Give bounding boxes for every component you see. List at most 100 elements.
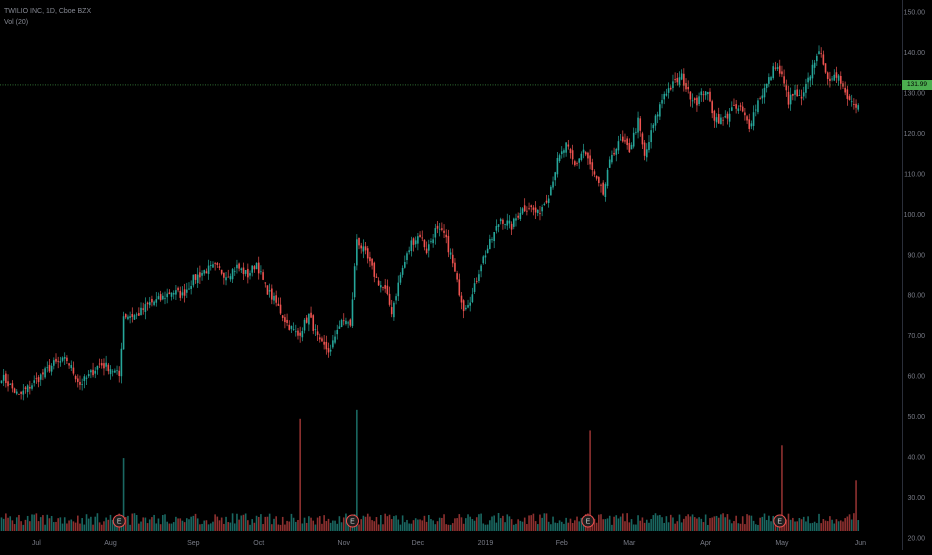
volume-bar [765, 520, 768, 531]
candle-body [310, 312, 312, 318]
volume-bar [83, 524, 86, 531]
price-tick-label: 50.00 [907, 414, 925, 421]
candle-body [81, 383, 83, 385]
candle-body [133, 315, 136, 320]
time-tick-label: May [775, 540, 789, 547]
time-axis[interactable]: Jul Aug Sep Oct Nov Dec 2019 Feb Mar Apr May Jun [32, 540, 866, 547]
candle-body [20, 391, 22, 394]
volume-bar [242, 514, 245, 531]
earnings-marker-icon [345, 514, 359, 528]
candle-body [231, 269, 234, 280]
volume-bar [395, 515, 397, 531]
volume-bar [146, 523, 149, 531]
candle-body [615, 149, 618, 155]
volume-bar [582, 524, 585, 531]
volume-bar [639, 520, 642, 531]
volume-bar [600, 514, 602, 531]
candle-body [822, 54, 825, 65]
candle-body [140, 307, 142, 316]
volume-bar [850, 519, 853, 531]
volume-bar [273, 518, 275, 531]
volume-bar [238, 519, 240, 531]
volume-bar [495, 522, 498, 531]
volume-indicator-label[interactable]: Vol (20) [4, 19, 29, 26]
volume-bar [188, 519, 190, 531]
volume-bar [253, 522, 256, 531]
volume-bar [576, 516, 578, 531]
volume-bars [0, 409, 860, 531]
volume-bar [844, 518, 846, 531]
candle-body [778, 65, 781, 74]
candle-body [408, 250, 410, 253]
candle-body [170, 292, 173, 297]
candle-body [833, 74, 836, 81]
candle-body [765, 83, 768, 89]
volume-bar [90, 516, 92, 531]
volume-bar [641, 517, 644, 531]
candle-body [384, 285, 386, 289]
candle-body [748, 119, 751, 129]
volume-bar [366, 513, 369, 531]
volume-bar [449, 524, 452, 531]
time-tick-label: Sep [187, 540, 200, 547]
candle-body [809, 76, 812, 81]
candle-body [735, 104, 737, 109]
volume-bar [103, 521, 105, 531]
chart-legend: TWILIO INC, 1D, Cboe BZX Vol (20) [4, 6, 91, 28]
volume-bar [216, 516, 219, 531]
candle-body [434, 228, 437, 238]
volume-bar [683, 518, 685, 531]
candle-body [604, 184, 607, 197]
candle-body [676, 77, 679, 83]
volume-bar [432, 520, 434, 531]
candle-body [796, 89, 798, 97]
candle-body [855, 103, 857, 108]
volume-bar [606, 518, 609, 531]
volume-bar [72, 521, 75, 531]
candle-body [667, 88, 670, 93]
candle-body [255, 262, 258, 270]
volume-bar [177, 518, 179, 531]
volume-bar [619, 516, 622, 531]
candle-body [652, 124, 655, 129]
candle-body [22, 390, 25, 395]
volume-bar [220, 517, 223, 531]
candle-body [759, 98, 761, 100]
price-tick-label: 150.00 [904, 10, 926, 17]
candle-body [404, 261, 406, 268]
volume-bar [456, 518, 458, 531]
candle-body [480, 265, 482, 272]
volume-bar [342, 517, 345, 531]
candle-body [608, 159, 611, 168]
volume-bar [301, 523, 304, 531]
volume-bar [853, 513, 855, 531]
candle-body [316, 331, 319, 335]
volume-bar [654, 513, 657, 531]
volume-bar [713, 516, 716, 531]
candle-body [497, 224, 500, 227]
volume-bar [351, 524, 354, 531]
volume-bar [0, 517, 3, 531]
candle-body [669, 87, 672, 90]
candle-body [550, 186, 552, 196]
volume-bar [380, 514, 382, 531]
volume-bar [316, 517, 319, 531]
volume-bar [469, 516, 471, 531]
volume-bar [26, 515, 29, 531]
price-axis[interactable]: 150.00 140.00 130.00 120.00 110.00 100.00 90.0… [904, 10, 926, 543]
candle-body [138, 313, 140, 316]
candle-body [467, 304, 469, 308]
candle-body [111, 371, 114, 373]
candle-body [116, 370, 118, 372]
volume-bar [166, 521, 168, 531]
volume-bar [133, 513, 136, 531]
candle-body [818, 51, 820, 55]
volume-bar [406, 519, 408, 531]
earnings-marker-icon [773, 514, 787, 528]
candle-body [789, 94, 792, 105]
candle-body [218, 266, 221, 268]
chart-title[interactable]: TWILIO INC, 1D, Cboe BZX [4, 8, 92, 15]
candle-body [188, 288, 190, 290]
candle-body [683, 73, 685, 86]
volume-bar [454, 518, 456, 531]
